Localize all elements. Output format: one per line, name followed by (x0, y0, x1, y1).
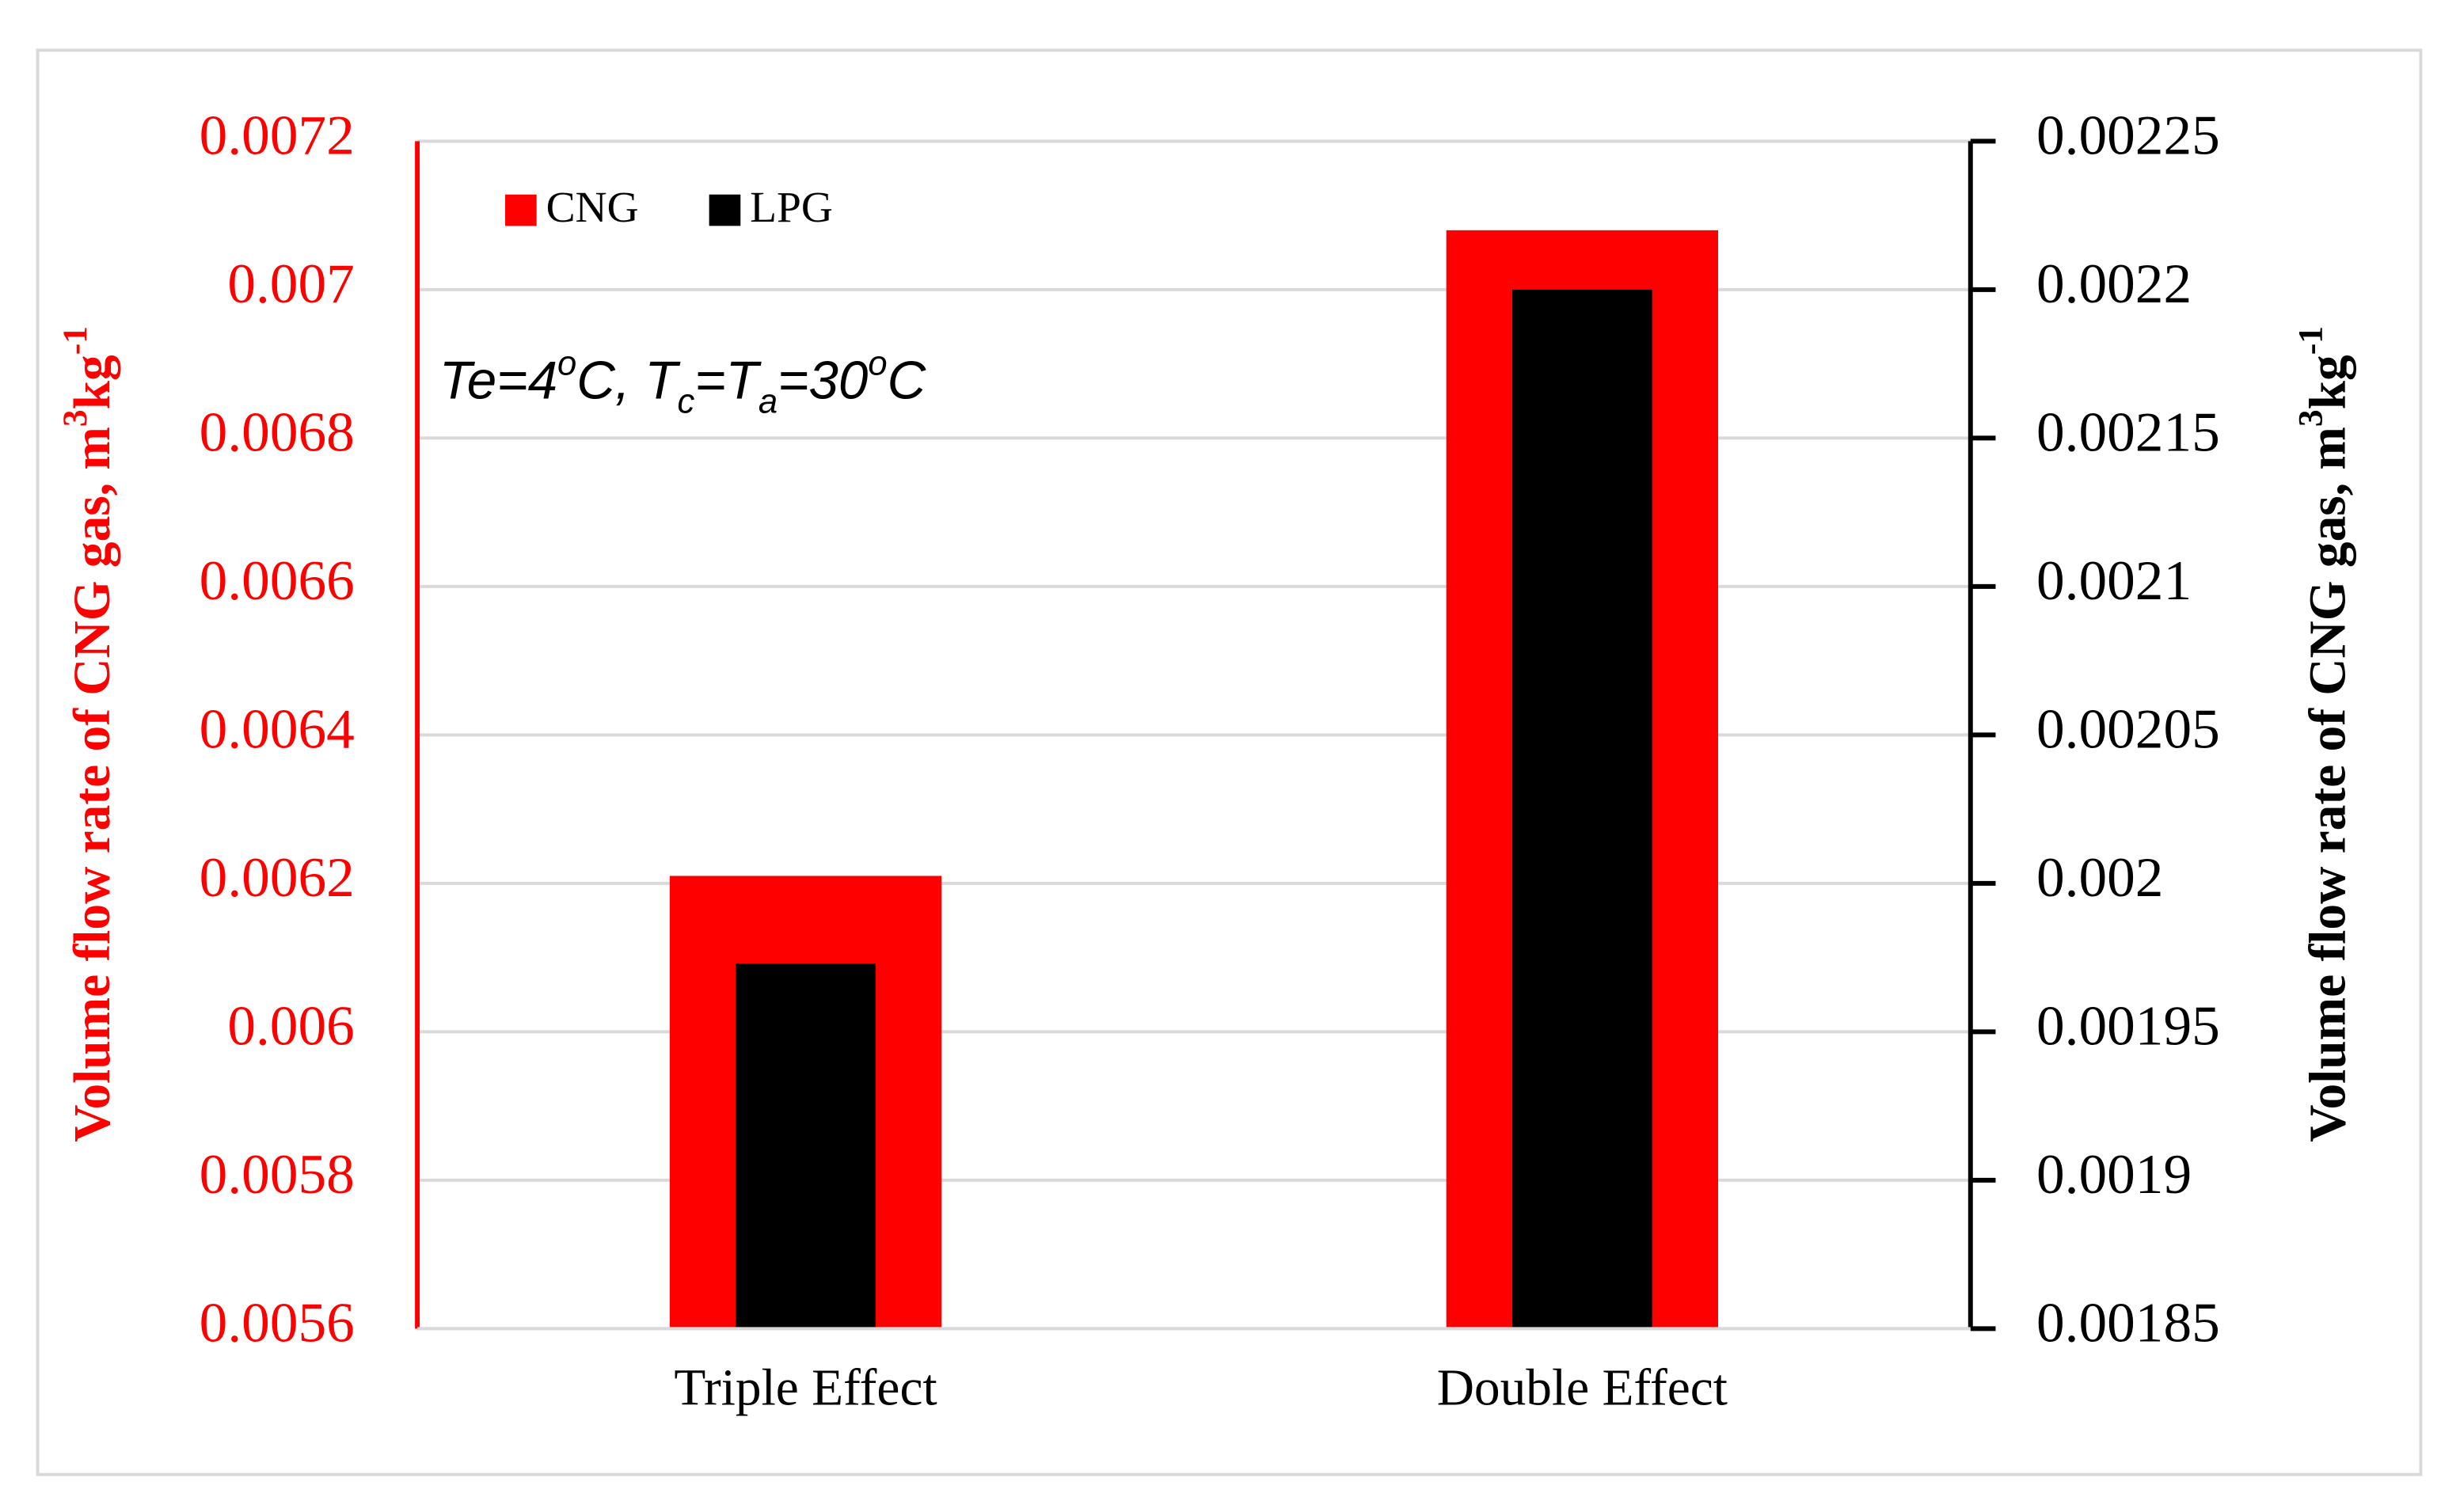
y2-tick-label: 0.00215 (2036, 401, 2220, 464)
y-tick-label: 0.007 (227, 253, 354, 315)
bar (1512, 289, 1652, 1329)
x-tick-label: Double Effect (1437, 1360, 1728, 1417)
x-tick-label: Triple Effect (674, 1360, 937, 1417)
y-axis-title: Volume flow rate of CNG gas, m3kg-1 (56, 326, 121, 1142)
y2-axis-title-part: kg (2299, 355, 2356, 409)
y-tick-label: 0.0066 (200, 549, 355, 612)
annotation-part: o (868, 344, 887, 382)
y2-tick-label: 0.002 (2036, 846, 2164, 909)
y-tick-label: 0.0064 (200, 698, 355, 761)
annotation-part: C, T (576, 351, 681, 410)
annotation-part: Te=4 (439, 351, 557, 410)
annotation-part: =30 (778, 351, 868, 410)
plot-area: 0.0056 0.0058 0.006 0.0062 0.0064 0.0066 0.006… (200, 104, 2220, 1417)
y-tick-label: 0.0068 (200, 401, 355, 464)
y2-axis-title: Volume flow rate of CNG gas, m3kg-1 (2291, 326, 2356, 1142)
y2-tick-label: 0.0021 (2036, 549, 2192, 612)
legend-label: LPG (750, 184, 833, 232)
y-axis-title-part: -1 (56, 326, 94, 355)
y2-axis-title-part: -1 (2291, 326, 2329, 355)
y2-tick-label: 0.00185 (2036, 1292, 2220, 1354)
y2-tick-label: 0.0022 (2036, 253, 2192, 315)
y-tick-label: 0.0058 (200, 1143, 355, 1206)
legend-label: CNG (546, 184, 639, 232)
y-axis-title-part: 3 (56, 409, 94, 427)
y-tick-label: 0.0072 (200, 104, 355, 167)
y2-tick-label: 0.00225 (2036, 104, 2220, 167)
y-tick-label: 0.006 (227, 995, 354, 1058)
chart-border (36, 48, 2423, 1476)
bar (736, 963, 876, 1329)
y-tick-label: 0.0056 (200, 1292, 355, 1354)
legend-swatch (709, 194, 741, 226)
y2-axis-title-part: Volume flow rate of CNG gas, m (2299, 427, 2356, 1142)
y-tick-label: 0.0062 (200, 846, 355, 909)
y2-tick-label: 0.0019 (2036, 1143, 2192, 1206)
annotation-part: o (557, 344, 576, 382)
legend-swatch (505, 194, 537, 226)
y2-axis-title-part: 3 (2291, 409, 2329, 427)
annotation-part: C (888, 351, 926, 410)
y-axis-title-part: Volume flow rate of CNG gas, m (64, 427, 121, 1142)
annotation: Te=4oC, Tc=Ta=30oC (439, 344, 926, 420)
annotation-part: a (759, 382, 778, 420)
annotation-part: c (678, 382, 695, 420)
y-axis-title-part: kg (64, 355, 121, 409)
y2-tick-label: 0.00205 (2036, 698, 2220, 761)
y2-tick-label: 0.00195 (2036, 995, 2220, 1058)
annotation-part: =T (694, 351, 762, 410)
